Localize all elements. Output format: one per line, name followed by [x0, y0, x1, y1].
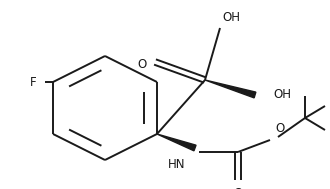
Text: O: O — [275, 122, 284, 135]
Polygon shape — [157, 134, 196, 151]
Text: OH: OH — [273, 88, 291, 101]
Text: F: F — [29, 75, 36, 88]
Text: O: O — [138, 57, 147, 70]
Text: HN: HN — [168, 158, 185, 171]
Polygon shape — [205, 80, 256, 98]
Text: O: O — [233, 187, 243, 189]
Text: OH: OH — [222, 11, 240, 24]
